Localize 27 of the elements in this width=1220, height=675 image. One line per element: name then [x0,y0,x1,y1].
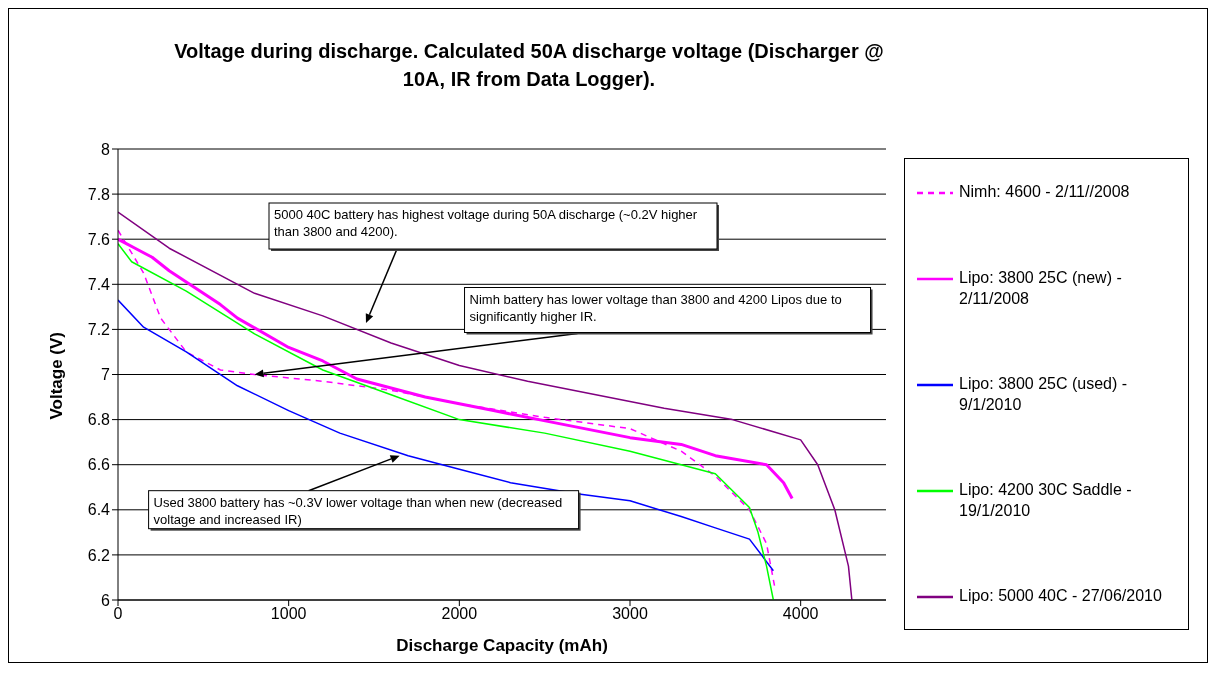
y-tick-label: 6.2 [87,546,111,564]
legend-label: Nimh: 4600 - 2/11//2008 [959,182,1130,202]
y-axis-title: Voltage (V) [47,331,67,420]
y-tick-label: 6.6 [87,456,111,474]
y-tick-label: 6.4 [87,501,111,519]
x-tick-label: 2000 [441,605,478,623]
chart-title: Voltage during discharge. Calculated 50A discharge voltage (Discharger @ 10A, IR from Data Logger). [173,39,885,92]
x-tick-label: 1000 [270,605,307,623]
y-tick-label: 7.2 [87,321,111,339]
annotation: 5000 40C battery has highest voltage during 50A discharge (~0.2V higher than 3800 and 4200). [273,206,699,241]
x-tick-label: 3000 [612,605,648,623]
y-tick-label: 6.8 [87,411,111,429]
y-tick-label: 7 [101,366,111,384]
y-tick-label: 6 [101,591,111,609]
y-tick-label: 7.4 [87,275,111,293]
legend-label: Lipo: 4200 30C Saddle - 19/1/2010 [959,480,1133,521]
y-tick-label: 8 [101,140,111,158]
legend-label: Lipo: 3800 25C (used) - 9/1/2010 [959,374,1129,415]
x-tick-label: 0 [113,605,123,623]
y-tick-label: 7.8 [87,185,111,203]
legend-label: Lipo: 3800 25C (new) - 2/11/2008 [959,268,1123,309]
y-tick-label: 7.6 [87,230,111,248]
legend-label: Lipo: 5000 40C - 27/06/2010 [959,586,1162,606]
line-series [118,211,853,600]
x-tick-label: 4000 [782,605,819,623]
annotation: Nimh battery has lower voltage than 3800 and 4200 Lipos due to significantly higher IR. [468,290,843,326]
x-axis-title: Discharge Capacity (mAh) [396,636,608,655]
